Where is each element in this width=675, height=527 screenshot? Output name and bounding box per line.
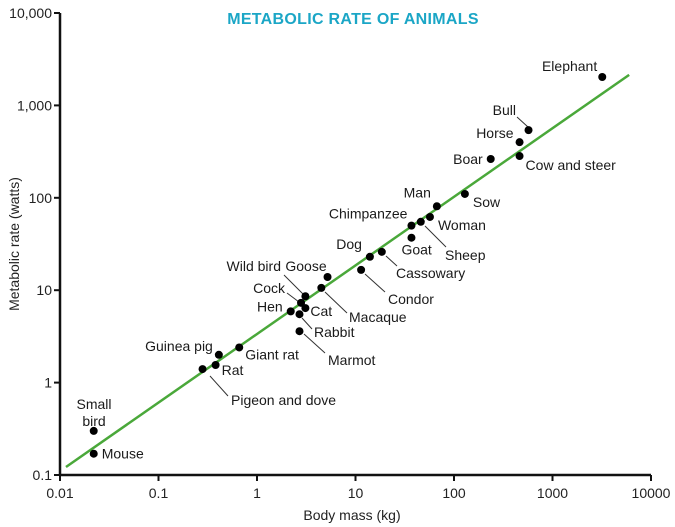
x-axis-title: Body mass (kg) (303, 507, 400, 523)
leader-condor (364, 273, 386, 293)
point-guinea-pig (214, 350, 223, 359)
point-pigeon-and-dove (198, 365, 207, 374)
label-horse: Horse (476, 125, 514, 141)
point-chimpanzee (407, 221, 416, 230)
point-macaque (317, 283, 326, 292)
label-elephant: Elephant (542, 58, 597, 74)
point-small-bird (89, 426, 98, 435)
data-points (89, 72, 607, 458)
x-tick-label: 1000 (537, 485, 568, 501)
label-sow: Sow (473, 194, 501, 210)
y-tick-label: 100 (29, 190, 53, 206)
label-rat: Rat (222, 362, 244, 378)
label-cat: Cat (310, 303, 332, 319)
leader-pigeon-and-dove (209, 375, 229, 397)
label-cow-and-steer: Cow and steer (526, 157, 617, 173)
point-boar (486, 154, 495, 163)
point-man (432, 202, 441, 211)
point-cow-and-steer (515, 152, 524, 161)
point-elephant (598, 72, 607, 81)
label-leader-lines (209, 116, 529, 397)
point-dog (365, 252, 374, 261)
point-labels: Mouse Small bird Pigeon and dove Rat Guinea p… (76, 58, 616, 462)
point-cat (301, 304, 310, 313)
label-bull: Bull (493, 102, 516, 118)
label-macaque: Macaque (349, 309, 407, 325)
point-hen (286, 307, 295, 316)
leader-marmot (303, 333, 326, 354)
label-condor: Condor (388, 291, 434, 307)
label-rabbit: Rabbit (314, 324, 355, 340)
label-goose: Goose (285, 258, 326, 274)
label-cassowary: Cassowary (396, 265, 465, 281)
label-small-bird: Small bird (76, 396, 111, 429)
y-tick-label: 10,000 (9, 5, 52, 21)
x-tick-label: 0.1 (149, 485, 169, 501)
x-tick-label: 0.01 (46, 485, 73, 501)
leader-cassowary (385, 255, 398, 267)
label-boar: Boar (453, 151, 483, 167)
y-tick-label: 1 (44, 375, 52, 391)
label-goat: Goat (401, 242, 431, 258)
point-wild-bird (301, 292, 310, 301)
label-pigeon-and-dove: Pigeon and dove (231, 392, 336, 408)
x-tick-label: 10 (348, 485, 364, 501)
point-cock (297, 298, 306, 307)
y-tick-label: 10 (36, 282, 52, 298)
point-rat (211, 361, 220, 370)
point-bull (524, 126, 533, 135)
point-goat (407, 233, 416, 242)
leader-macaque (324, 291, 348, 314)
point-woman (425, 212, 434, 221)
label-marmot: Marmot (328, 352, 376, 368)
label-mouse: Mouse (102, 446, 144, 462)
x-tick-label: 100 (442, 485, 466, 501)
axes: 0.1 1 10 100 1,000 10,000 0.01 0.1 1 10 100 1000 100… (9, 5, 671, 501)
label-guinea-pig: Guinea pig (145, 338, 213, 354)
leader-bull (516, 116, 529, 128)
leader-rabbit (301, 317, 313, 330)
y-tick-label: 1,000 (17, 97, 52, 113)
point-sheep (416, 217, 425, 226)
point-giant-rat (235, 343, 244, 352)
point-sow (460, 189, 469, 198)
point-mouse (89, 449, 98, 458)
point-marmot (295, 327, 304, 336)
leader-wild-bird (283, 274, 304, 295)
label-woman: Woman (438, 217, 486, 233)
label-chimpanzee: Chimpanzee (329, 206, 408, 222)
label-wild-bird: Wild bird (227, 258, 281, 274)
x-tick-label: 1 (253, 485, 261, 501)
point-rabbit (295, 310, 304, 319)
chart-title: METABOLIC RATE OF ANIMALS (227, 11, 479, 28)
label-sheep: Sheep (445, 247, 486, 263)
label-hen: Hen (257, 298, 283, 314)
y-axis-title: Metabolic rate (watts) (6, 177, 22, 311)
point-horse (515, 138, 524, 147)
point-cassowary (377, 247, 386, 256)
x-tick-label: 10000 (632, 485, 671, 501)
label-dog: Dog (336, 236, 362, 252)
leader-sheep (424, 225, 447, 248)
label-cock: Cock (253, 280, 286, 296)
label-giant-rat: Giant rat (245, 346, 299, 362)
label-man: Man (404, 184, 431, 200)
point-goose (323, 272, 332, 281)
leader-cock (286, 292, 300, 303)
point-condor (357, 265, 366, 274)
y-tick-label: 0.1 (33, 467, 53, 483)
trend-line (65, 73, 630, 469)
